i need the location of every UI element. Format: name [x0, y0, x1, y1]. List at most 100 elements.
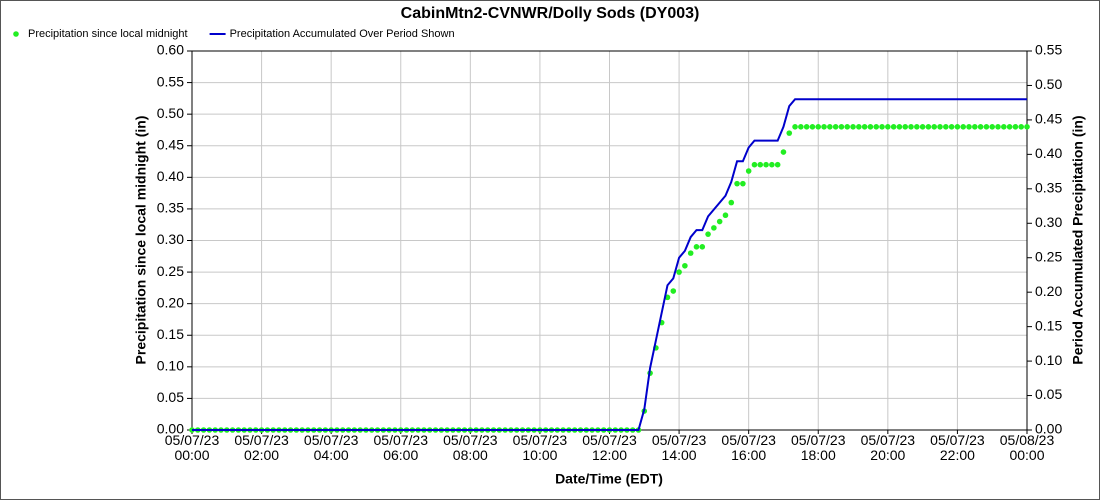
y2-tick-label: 0.00: [1035, 421, 1062, 437]
data-point: [676, 269, 682, 275]
y2-tick-label: 0.55: [1035, 42, 1062, 58]
y-tick-label: 0.05: [157, 389, 184, 405]
data-point: [722, 212, 729, 219]
data-point: [861, 124, 868, 130]
x-tick-label: 05/07/23 02:00: [234, 432, 289, 463]
data-point: [989, 124, 996, 130]
data-point: [914, 124, 920, 130]
data-point: [850, 124, 856, 130]
data-point: [844, 124, 851, 130]
data-point: [919, 124, 926, 130]
y2-tick-label: 0.05: [1035, 386, 1062, 402]
data-point: [670, 288, 677, 294]
x-tick-label: 05/07/23 18:00: [791, 432, 846, 463]
y-tick-label: 0.20: [157, 294, 184, 310]
y2-tick-label: 0.15: [1035, 317, 1062, 333]
y2-tick-label: 0.25: [1035, 248, 1062, 264]
data-point: [873, 124, 880, 130]
x-tick-label: 05/07/23 04:00: [303, 432, 359, 463]
legend-symbol: [13, 31, 19, 37]
x-tick-label: 05/07/23 12:00: [582, 432, 637, 463]
y2-tick-label: 0.35: [1035, 180, 1062, 196]
data-point: [908, 124, 914, 130]
data-point: [763, 161, 769, 168]
y2-tick-label: 0.10: [1035, 352, 1062, 368]
data-point: [734, 180, 740, 187]
x-tick-label: 05/07/23 10:00: [512, 432, 568, 463]
data-point: [815, 124, 822, 130]
x-tick-label: 05/07/23 16:00: [721, 432, 776, 463]
data-point: [896, 124, 903, 130]
data-point: [798, 124, 804, 130]
data-point: [705, 231, 711, 237]
chart-title: CabinMtn2-CVNWR/Dolly Sods (DY003): [401, 5, 700, 22]
data-point: [769, 161, 775, 168]
data-point: [937, 124, 943, 130]
y-tick-label: 0.45: [157, 136, 184, 152]
data-point: [751, 161, 758, 168]
data-point: [827, 124, 833, 130]
data-point: [983, 124, 990, 130]
data-point: [931, 124, 938, 130]
data-point: [693, 244, 700, 250]
data-point: [902, 124, 909, 130]
x-tick-label: 05/07/23 14:00: [651, 432, 707, 463]
data-point: [1001, 124, 1007, 130]
x-tick-label: 05/07/23 06:00: [373, 432, 429, 463]
y-axis-label: Precipitation since local midnight (in): [133, 116, 149, 365]
data-point: [740, 180, 746, 187]
data-point: [977, 124, 984, 130]
data-point: [803, 124, 810, 130]
data-point: [792, 124, 798, 130]
data-point: [948, 124, 955, 130]
y2-tick-label: 0.40: [1035, 145, 1062, 161]
data-point: [728, 199, 735, 206]
y-tick-label: 0.10: [157, 358, 184, 374]
data-point: [867, 124, 874, 130]
data-point: [687, 250, 694, 256]
data-point: [972, 124, 978, 130]
x-tick-label: 05/07/23 22:00: [930, 432, 985, 463]
legend-label: Precipitation since local midnight: [28, 28, 188, 40]
y-tick-label: 0.40: [157, 168, 184, 184]
data-point: [786, 130, 793, 136]
data-point: [1018, 124, 1025, 130]
x-tick-label: 05/07/23 08:00: [443, 432, 498, 463]
y2-tick-label: 0.30: [1035, 214, 1062, 230]
data-point: [838, 124, 845, 130]
data-point: [774, 161, 781, 168]
x-tick-label: 05/07/23 00:00: [164, 432, 220, 463]
data-point: [885, 124, 891, 130]
data-line: [192, 98, 1027, 431]
data-point: [682, 262, 688, 269]
y-tick-label: 0.35: [157, 200, 184, 216]
y-tick-label: 0.30: [157, 231, 184, 247]
data-point: [711, 225, 717, 231]
x-tick-label: 05/08/23 00:00: [999, 432, 1055, 463]
y2-axis-label: Period Accumulated Precipitation (in): [1070, 115, 1086, 364]
y-tick-label: 0.55: [157, 73, 184, 89]
data-point: [809, 124, 816, 130]
data-point: [966, 124, 972, 130]
x-tick-label: 05/07/23 20:00: [860, 432, 916, 463]
y-tick-label: 0.25: [157, 263, 184, 279]
data-point: [856, 124, 862, 130]
data-point: [960, 124, 967, 130]
data-point: [925, 124, 932, 130]
x-axis-label: Date/Time (EDT): [555, 471, 663, 487]
data-point: [699, 244, 706, 250]
data-point: [757, 161, 764, 168]
data-point: [716, 218, 723, 225]
data-point: [879, 124, 885, 130]
y-tick-label: 0.60: [157, 42, 184, 58]
data-point: [943, 124, 949, 130]
data-point: [1024, 124, 1030, 130]
data-point: [1006, 124, 1013, 130]
data-point: [745, 168, 752, 174]
data-point: [832, 124, 839, 130]
y2-tick-label: 0.20: [1035, 283, 1062, 299]
y-tick-label: 0.50: [157, 105, 184, 121]
y2-tick-label: 0.45: [1035, 111, 1062, 127]
legend-label: Precipitation Accumulated Over Period Sh…: [230, 28, 455, 40]
